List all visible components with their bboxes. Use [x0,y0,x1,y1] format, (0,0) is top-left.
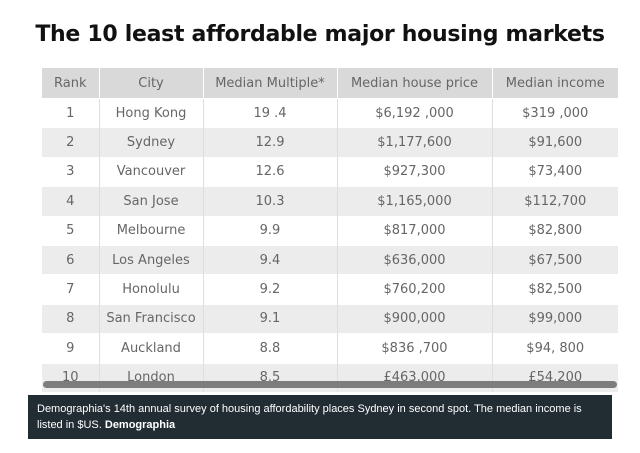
cell-rank: 2 [42,127,100,158]
cell-median-income: $82,800 [492,215,618,246]
cell-rank: 4 [42,186,100,217]
cell-rank: 1 [42,97,100,128]
cell-city: Sydney [99,127,204,158]
cell-rank: 9 [42,333,100,364]
cell-city: San Francisco [99,303,204,334]
table-row: 1 Hong Kong 19 .4 $6,192 ,000 $319 ,000 [42,97,618,128]
cell-rank: 3 [42,156,100,187]
cell-median-income: $73,400 [492,156,618,187]
cell-rank: 8 [42,303,100,334]
header-median-multiple: Median Multiple* [203,68,338,99]
cell-median-multiple: 19 .4 [203,97,338,128]
housing-table: Rank City Median Multiple* Median house … [42,68,618,392]
cell-median-multiple: 12.9 [203,127,338,158]
header-city: City [99,68,204,99]
cell-median-multiple: 10.3 [203,186,338,217]
image-caption: Demographia's 14th annual survey of hous… [28,395,612,439]
cell-city: Honolulu [99,274,204,305]
cell-city: Auckland [99,333,204,364]
table-row: 7 Honolulu 9.2 $760,200 $82,500 [42,274,618,305]
cell-median-income: $319 ,000 [492,97,618,128]
header-rank: Rank [42,68,100,99]
table-row: 2 Sydney 12.9 $1,177,600 $91,600 [42,127,618,158]
cell-median-house-price: $636,000 [337,244,493,275]
cell-median-income: $94, 800 [492,333,618,364]
table-row: 4 San Jose 10.3 $1,165,000 $112,700 [42,186,618,217]
table-header-row: Rank City Median Multiple* Median house … [42,68,618,99]
cell-median-income: $67,500 [492,244,618,275]
cell-median-multiple: 9.9 [203,215,338,246]
cell-median-income: $91,600 [492,127,618,158]
cell-median-income: $82,500 [492,274,618,305]
cell-median-house-price: $836 ,700 [337,333,493,364]
cell-city: Melbourne [99,215,204,246]
cell-median-income: $112,700 [492,186,618,217]
cell-median-house-price: $900,000 [337,303,493,334]
cell-city: Vancouver [99,156,204,187]
caption-text: Demographia's 14th annual survey of hous… [37,403,582,431]
cell-median-house-price: $927,300 [337,156,493,187]
table-row: 6 Los Angeles 9.4 $636,000 $67,500 [42,244,618,275]
cell-median-multiple: 8.8 [203,333,338,364]
table-row: 5 Melbourne 9.9 $817,000 $82,800 [42,215,618,246]
cell-median-house-price: $1,177,600 [337,127,493,158]
cell-median-multiple: 9.2 [203,274,338,305]
table-row: 3 Vancouver 12.6 $927,300 $73,400 [42,156,618,187]
cell-rank: 6 [42,244,100,275]
cell-rank: 5 [42,215,100,246]
cell-median-house-price: $1,165,000 [337,186,493,217]
cell-median-multiple: 12.6 [203,156,338,187]
cell-median-income: $99,000 [492,303,618,334]
caption-credit: Demographia [104,419,176,431]
page-title: The 10 least affordable major housing ma… [35,22,605,47]
cell-median-house-price: $817,000 [337,215,493,246]
header-median-income: Median income [492,68,618,99]
table-row: 9 Auckland 8.8 $836 ,700 $94, 800 [42,333,618,364]
cell-median-multiple: 9.1 [203,303,338,334]
table-row: 8 San Francisco 9.1 $900,000 $99,000 [42,303,618,334]
cell-city: San Jose [99,186,204,217]
cell-median-house-price: $6,192 ,000 [337,97,493,128]
cell-rank: 7 [42,274,100,305]
horizontal-scrollbar[interactable] [43,381,617,388]
cell-median-multiple: 9.4 [203,244,338,275]
cell-city: Los Angeles [99,244,204,275]
cell-median-house-price: $760,200 [337,274,493,305]
header-median-house-price: Median house price [337,68,493,99]
cell-city: Hong Kong [99,97,204,128]
